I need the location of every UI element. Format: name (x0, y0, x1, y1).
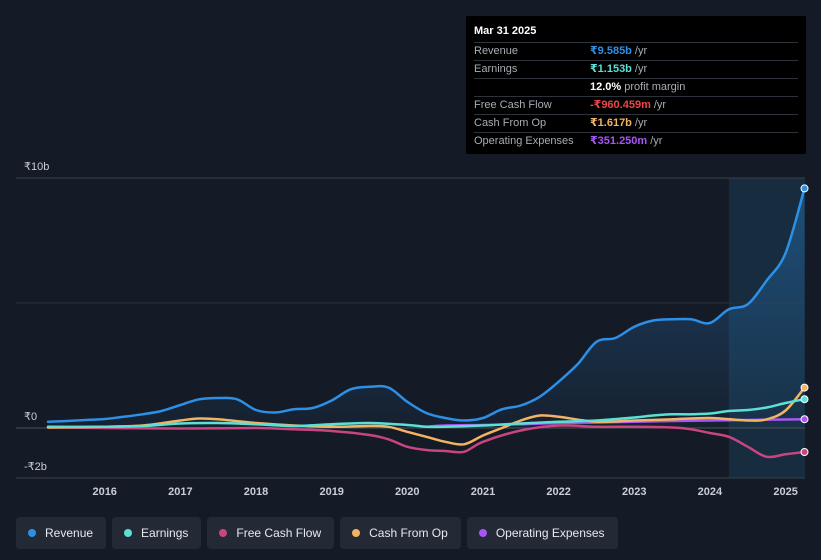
financial-chart: ₹10b₹0-₹2b 2016 2017 2018 2019 2020 2021 2022 2… (16, 161, 809, 498)
legend-item-cash-from-op[interactable]: Cash From Op (340, 517, 461, 549)
x-tick-label: 2022 (546, 486, 570, 498)
tooltip-value: ₹9.585b (590, 45, 632, 57)
tooltip-value: ₹351.250m (590, 135, 648, 147)
tooltip-unit: profit margin (624, 81, 686, 93)
cash-from-op-line (46, 386, 806, 446)
x-tick-label: 2021 (471, 486, 495, 498)
x-tick-label: 2018 (244, 486, 268, 498)
revenue-end-dot (800, 184, 809, 193)
series-end-dots (800, 184, 809, 456)
x-axis-labels: 2016 2017 2018 2019 2020 2021 2022 2023 2024 2025 (92, 486, 797, 498)
earnings-line (46, 397, 806, 429)
tooltip-row-earnings: Earnings ₹1.153b /yr (474, 61, 798, 79)
legend-item-revenue[interactable]: Revenue (16, 517, 107, 549)
tooltip-label: Earnings (474, 63, 518, 75)
tooltip-panel: Mar 31 2025 Revenue ₹9.585b /yr Earnings… (466, 16, 806, 154)
tooltip-row-operating-expenses: Operating Expenses ₹351.250m /yr (474, 133, 798, 150)
x-tick-label: 2020 (395, 486, 419, 498)
legend-label: Operating Expenses (495, 526, 605, 540)
tooltip-row-cash-from-op: Cash From Op ₹1.617b /yr (474, 115, 798, 133)
tooltip-unit: /yr (634, 45, 648, 57)
x-tick-label: 2024 (698, 486, 723, 498)
legend-dot-icon (478, 529, 487, 537)
tooltip-row-free-cash-flow: Free Cash Flow -₹960.459m /yr (474, 97, 798, 115)
y-tick-label: -₹2b (24, 461, 47, 473)
tooltip-label: Cash From Op (474, 117, 547, 129)
y-tick-label: ₹0 (24, 411, 37, 423)
legend-item-free-cash-flow[interactable]: Free Cash Flow (207, 517, 335, 549)
tooltip-unit: /yr (634, 63, 648, 75)
tooltip-row-revenue: Revenue ₹9.585b /yr (474, 43, 798, 61)
chart-legend: Revenue Earnings Free Cash Flow Cash Fro… (16, 517, 618, 549)
y-axis-labels: ₹10b ₹0 -₹2b (24, 161, 49, 473)
x-tick-label: 2025 (773, 486, 797, 498)
legend-dot-icon (28, 529, 36, 537)
tooltip-label: Revenue (474, 45, 519, 57)
legend-dot-icon (219, 529, 228, 537)
tooltip-date: Mar 31 2025 (474, 24, 798, 43)
tooltip-label (474, 79, 590, 96)
free-cash-flow-line (46, 424, 806, 459)
revenue-area (48, 188, 805, 428)
revenue-area (48, 188, 805, 428)
earnings-end-dot (800, 395, 809, 404)
legend-label: Revenue (45, 526, 94, 540)
legend-dot-icon (352, 529, 361, 537)
cash-from-op-end-dot (800, 383, 809, 392)
tooltip-unit: /yr (653, 99, 667, 111)
tooltip-label: Free Cash Flow (474, 99, 552, 111)
legend-item-earnings[interactable]: Earnings (112, 517, 202, 549)
y-tick-label: ₹10b (24, 161, 49, 173)
free-cash-flow-end-dot (800, 448, 809, 456)
revenue-line (46, 187, 806, 424)
tooltip-value: -₹960.459m (590, 99, 651, 111)
tooltip-label: Operating Expenses (474, 135, 574, 147)
legend-dot-icon (124, 529, 133, 537)
tooltip-value: 12.0% (590, 81, 622, 93)
series-lines (46, 187, 806, 459)
legend-label: Earnings (141, 526, 189, 540)
legend-label: Cash From Op (369, 526, 448, 540)
tooltip-row-profit-margin: 12.0% profit margin (474, 79, 798, 97)
x-tick-label: 2016 (92, 486, 116, 498)
tooltip-unit: /yr (650, 135, 663, 147)
tooltip-unit: /yr (634, 117, 648, 129)
legend-item-operating-expenses[interactable]: Operating Expenses (466, 517, 618, 549)
tooltip-value: ₹1.153b (590, 63, 632, 75)
tooltip-value: ₹1.617b (590, 117, 632, 129)
operating-expenses-end-dot (800, 415, 809, 424)
x-tick-label: 2023 (622, 486, 646, 498)
legend-label: Free Cash Flow (236, 526, 322, 540)
x-tick-label: 2019 (319, 486, 343, 498)
x-tick-label: 2017 (168, 486, 192, 498)
